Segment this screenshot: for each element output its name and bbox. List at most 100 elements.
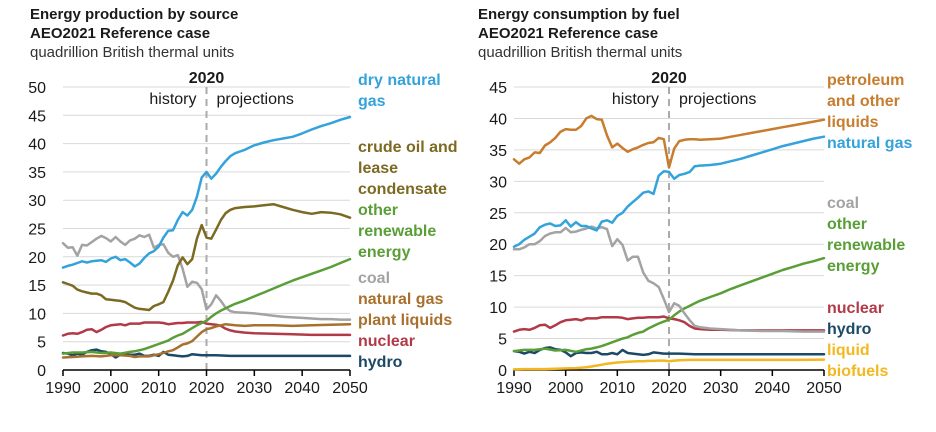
series-line-other-renewable-energy <box>512 256 826 354</box>
legend-natural-gas: natural gas <box>827 133 912 154</box>
y-tick-label-10: 10 <box>28 306 46 323</box>
series-line-dry-natural-gas <box>61 115 352 269</box>
y-tick-label-40: 40 <box>489 111 507 128</box>
x-tick-label-2000: 2000 <box>93 380 129 397</box>
consumption-chart-units: quadrillion British thermal units <box>478 44 683 61</box>
legend-label-line: nuclear <box>827 300 884 317</box>
legend-label-line: crude oil and <box>358 139 458 156</box>
history-label: history <box>149 91 196 108</box>
y-tick-label-20: 20 <box>489 237 507 254</box>
x-tick-label-1990: 1990 <box>45 380 81 397</box>
legend-label-line: coal <box>827 195 860 212</box>
x-tick-label-2050: 2050 <box>806 380 842 397</box>
series-line-other-renewable-energy <box>61 257 352 355</box>
y-tick-label-30: 30 <box>28 193 46 210</box>
legend-label-line: energy <box>358 244 411 261</box>
y-tick-label-5: 5 <box>37 335 46 352</box>
legend-label-line: natural gas <box>827 135 913 152</box>
legend-dry-natural-gas: dry natural gas <box>358 70 441 112</box>
production-title-block: Energy production by source AEO2021 Refe… <box>30 5 238 62</box>
legend-other-renewable-energy: other renewable energy <box>827 214 905 277</box>
y-tick-label-20: 20 <box>28 250 46 267</box>
y-tick-label-15: 15 <box>489 269 507 286</box>
legend-hydro: hydro <box>358 352 402 373</box>
legend-liquid-biofuels: liquid biofuels <box>827 340 888 382</box>
consumption-chart-title: Energy consumption by fuel <box>478 6 680 23</box>
x-tick-label-2010: 2010 <box>600 380 636 397</box>
legend-nuclear: nuclear <box>358 331 415 352</box>
divider-year-label: 2020 <box>651 70 687 87</box>
legend-label-line: liquid <box>827 342 870 359</box>
legend-label-line: dry natural <box>358 72 441 89</box>
y-tick-label-35: 35 <box>489 143 507 160</box>
projections-label: projections <box>217 91 294 108</box>
y-tick-label-15: 15 <box>28 278 46 295</box>
legend-label-line: and other <box>827 93 900 110</box>
series-line-natural-gas-plant-liquids <box>61 322 352 359</box>
legend-label-line: other <box>827 216 867 233</box>
legend-other-renewable-energy: other renewable energy <box>358 200 436 263</box>
legend-label-line: renewable <box>827 237 906 254</box>
legend-label-line: plant liquids <box>358 312 453 329</box>
x-tick-label-2020: 2020 <box>189 380 225 397</box>
projections-label: projections <box>679 91 756 108</box>
x-tick-label-2040: 2040 <box>284 380 320 397</box>
divider-year-label: 2020 <box>189 70 225 87</box>
y-tick-label-0: 0 <box>498 363 507 380</box>
y-tick-label-5: 5 <box>498 332 507 349</box>
legend-nuclear: nuclear <box>827 298 884 319</box>
y-tick-label-25: 25 <box>28 222 46 239</box>
legend-petroleum-and-other-liquids: petroleum and other liquids <box>827 70 904 133</box>
production-chart-title: Energy production by source <box>30 6 239 23</box>
x-tick-label-2030: 2030 <box>237 380 273 397</box>
y-tick-label-25: 25 <box>489 206 507 223</box>
legend-label-line: hydro <box>358 354 403 371</box>
legend-label-line: liquids <box>827 114 879 131</box>
legend-label-line: gas <box>358 93 386 110</box>
series-line-natural-gas <box>512 135 826 248</box>
legend-hydro: hydro <box>827 319 871 340</box>
x-tick-label-2020: 2020 <box>651 380 687 397</box>
y-tick-label-50: 50 <box>28 80 46 97</box>
legend-label-line: renewable <box>358 223 437 240</box>
legend-natural-gas-plant-liquids: natural gas plant liquids <box>358 289 452 331</box>
legend-label-line: petroleum <box>827 72 905 89</box>
x-tick-label-1990: 1990 <box>496 380 532 397</box>
series-line-crude-oil-and-lease-condensate <box>61 202 352 312</box>
y-tick-label-10: 10 <box>489 300 507 317</box>
production-chart-units: quadrillion British thermal units <box>30 44 235 61</box>
x-tick-label-2050: 2050 <box>332 380 368 397</box>
legend-label-line: lease <box>358 160 399 177</box>
y-tick-label-30: 30 <box>489 174 507 191</box>
legend-label-line: other <box>358 202 398 219</box>
legend-crude-oil-and-lease-condensate: crude oil and lease condensate <box>358 137 458 200</box>
legend-label-line: energy <box>827 258 880 275</box>
legend-label-line: natural gas <box>358 291 444 308</box>
legend-label-line: biofuels <box>827 363 889 380</box>
series-line-coal <box>61 233 352 321</box>
production-chart-subtitle: AEO2021 Reference case <box>30 25 211 42</box>
series-line-petroleum-and-other-liquids <box>512 114 826 169</box>
legend-coal: coal <box>827 193 859 214</box>
series-line-nuclear <box>512 315 826 333</box>
series-line-coal <box>512 225 826 333</box>
legend-label-line: hydro <box>827 321 872 338</box>
x-tick-label-2000: 2000 <box>548 380 584 397</box>
y-tick-label-45: 45 <box>489 80 507 97</box>
history-label: history <box>612 91 659 108</box>
x-tick-label-2030: 2030 <box>703 380 739 397</box>
consumption-chart-subtitle: AEO2021 Reference case <box>478 25 659 42</box>
legend-label-line: condensate <box>358 181 447 198</box>
y-tick-label-45: 45 <box>28 108 46 125</box>
y-tick-label-40: 40 <box>28 137 46 154</box>
y-tick-label-35: 35 <box>28 165 46 182</box>
x-tick-label-2010: 2010 <box>141 380 177 397</box>
x-tick-label-2040: 2040 <box>755 380 791 397</box>
legend-coal: coal <box>358 268 390 289</box>
consumption-title-block: Energy consumption by fuel AEO2021 Refer… <box>478 5 682 62</box>
y-tick-label-0: 0 <box>37 363 46 380</box>
legend-label-line: coal <box>358 270 391 287</box>
